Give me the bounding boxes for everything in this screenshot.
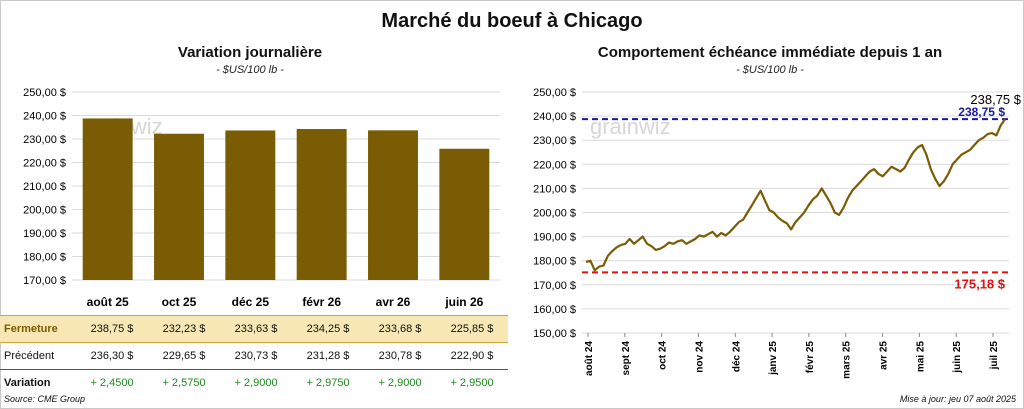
bar bbox=[439, 148, 490, 280]
y-tick-label: 230,00 $ bbox=[533, 135, 576, 147]
price-table: Fermeture 238,75 $ 232,23 $ 233,63 $ 234… bbox=[0, 315, 508, 396]
y-tick-label: 240,00 $ bbox=[533, 111, 576, 123]
x-tick-label: janv 25 bbox=[768, 341, 779, 376]
bar-chart: 170,00 $ 180,00 $ 190,00 $ 200,00 $ 210,00 $… bbox=[23, 87, 500, 309]
y-tick-label: 170,00 $ bbox=[533, 280, 576, 292]
y-tick-label: 210,00 $ bbox=[533, 183, 576, 195]
x-tick-label: avr 25 bbox=[879, 341, 890, 370]
y-tick-label: 200,00 $ bbox=[533, 208, 576, 220]
x-tick-label: mai 25 bbox=[915, 341, 926, 373]
x-tick-label: juil 25 bbox=[989, 341, 1000, 371]
close-value: 238,75 $ bbox=[76, 315, 148, 343]
variation-value: + 2,9000 bbox=[220, 369, 292, 396]
bar bbox=[368, 130, 418, 280]
x-tick-label: août 25 bbox=[87, 295, 129, 309]
variation-row-label: Variation bbox=[0, 369, 76, 396]
x-tick-label: juin 25 bbox=[952, 341, 963, 374]
y-tick-label: 250,00 $ bbox=[533, 87, 576, 99]
previous-value: 229,65 $ bbox=[162, 350, 206, 362]
y-tick-label: 200,00 $ bbox=[23, 205, 66, 217]
y-tick-label: 190,00 $ bbox=[23, 228, 66, 240]
y-tick-label: 240,00 $ bbox=[23, 111, 66, 123]
page-title: Marché du boeuf à Chicago bbox=[381, 10, 643, 32]
bar bbox=[154, 133, 204, 280]
variation-value: + 2,9500 bbox=[436, 369, 508, 396]
x-tick-label: déc 25 bbox=[232, 295, 270, 309]
line-chart-title: Comportement échéance immédiate depuis 1… bbox=[597, 44, 943, 61]
x-tick-label: juin 26 bbox=[444, 295, 483, 309]
last-value-label: 238,75 $ bbox=[970, 92, 1021, 107]
previous-row: Précédent 236,30 $ 229,65 $ 230,73 $ 231… bbox=[0, 343, 508, 370]
x-tick-label: févr 25 bbox=[805, 341, 816, 374]
x-tick-label: avr 26 bbox=[376, 295, 411, 309]
x-tick-label: févr 26 bbox=[302, 295, 341, 309]
x-tick-label: août 24 bbox=[584, 341, 595, 376]
close-value: 233,63 $ bbox=[220, 315, 292, 343]
high-value-label: 238,75 $ bbox=[958, 105, 1005, 119]
close-value: 225,85 $ bbox=[436, 315, 508, 343]
bar bbox=[296, 129, 347, 280]
x-tick-label: sept 24 bbox=[621, 341, 632, 376]
low-value-label: 175,18 $ bbox=[954, 276, 1005, 291]
line-chart: 150,00 $ 160,00 $ 170,00 $ 180,00 $ 190,00 $… bbox=[533, 87, 1022, 379]
y-tick-label: 180,00 $ bbox=[23, 252, 66, 264]
watermark-logo: grainwiz bbox=[590, 114, 671, 139]
y-tick-label: 160,00 $ bbox=[533, 304, 576, 316]
previous-value: 230,78 $ bbox=[378, 350, 422, 362]
previous-value: 230,73 $ bbox=[234, 350, 278, 362]
y-tick-label: 220,00 $ bbox=[533, 159, 576, 171]
bar bbox=[225, 130, 276, 280]
y-tick-label: 210,00 $ bbox=[23, 181, 66, 193]
y-tick-label: 170,00 $ bbox=[23, 275, 66, 287]
variation-value: + 2,9000 bbox=[364, 369, 436, 396]
y-tick-label: 230,00 $ bbox=[23, 134, 66, 146]
y-tick-label: 220,00 $ bbox=[23, 158, 66, 170]
line-chart-subtitle: - $US/100 lb - bbox=[736, 64, 804, 76]
bar bbox=[82, 118, 133, 280]
y-tick-label: 250,00 $ bbox=[23, 87, 66, 99]
close-row: Fermeture 238,75 $ 232,23 $ 233,63 $ 234… bbox=[0, 315, 508, 343]
previous-value: 231,28 $ bbox=[306, 350, 350, 362]
variation-value: + 2,4500 bbox=[76, 369, 148, 396]
variation-value: + 2,9750 bbox=[292, 369, 364, 396]
variation-row: Variation + 2,4500 + 2,5750 + 2,9000 + 2… bbox=[0, 369, 508, 396]
x-tick-label: oct 25 bbox=[162, 295, 197, 309]
x-tick-label: oct 24 bbox=[658, 341, 669, 370]
y-tick-label: 190,00 $ bbox=[533, 232, 576, 244]
x-tick-label: déc 24 bbox=[731, 341, 742, 373]
close-value: 232,23 $ bbox=[148, 315, 220, 343]
price-line bbox=[585, 118, 1006, 272]
close-value: 233,68 $ bbox=[364, 315, 436, 343]
previous-value: 222,90 $ bbox=[450, 350, 494, 362]
source-note: Source: CME Group bbox=[4, 394, 86, 404]
y-tick-label: 150,00 $ bbox=[533, 328, 576, 340]
update-note: Mise à jour: jeu 07 août 2025 bbox=[899, 394, 1016, 404]
close-row-label: Fermeture bbox=[0, 315, 76, 343]
previous-row-label: Précédent bbox=[4, 350, 55, 362]
x-tick-label: mars 25 bbox=[842, 341, 853, 379]
x-tick-label: nov 24 bbox=[694, 341, 705, 373]
bar-chart-subtitle: - $US/100 lb - bbox=[216, 64, 284, 76]
variation-value: + 2,5750 bbox=[148, 369, 220, 396]
previous-value: 236,30 $ bbox=[90, 350, 134, 362]
bar-chart-title: Variation journalière bbox=[177, 44, 323, 61]
close-value: 234,25 $ bbox=[292, 315, 364, 343]
y-tick-label: 180,00 $ bbox=[533, 256, 576, 268]
